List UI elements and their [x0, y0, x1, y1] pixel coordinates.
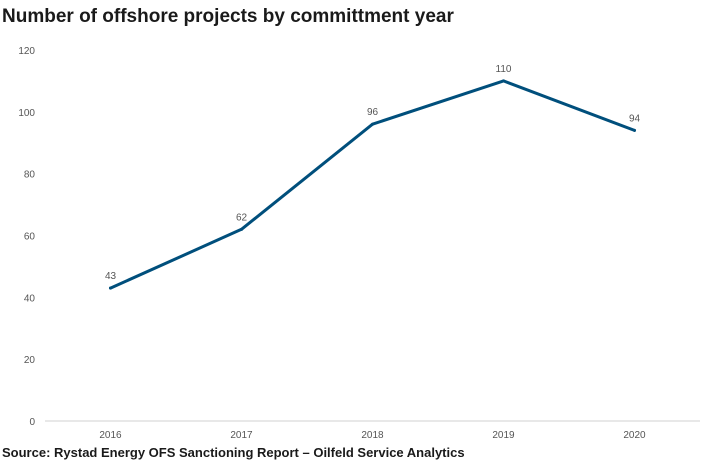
y-tick-label: 40: [24, 293, 36, 304]
y-tick-label: 120: [18, 46, 35, 57]
x-tick-label: 2017: [230, 430, 253, 441]
x-tick-label: 2019: [492, 430, 515, 441]
y-tick-label: 0: [29, 417, 35, 428]
x-tick-label: 2018: [361, 430, 384, 441]
data-label: 96: [367, 107, 379, 118]
data-label: 110: [496, 64, 512, 75]
line-chart: 0 20 40 60 80 100 120 2016 2017 2018 2019 2020 43 6…: [0, 0, 720, 467]
data-point: [109, 287, 112, 290]
y-tick-label: 60: [24, 232, 36, 243]
data-label: 43: [105, 271, 117, 282]
x-tick-label: 2016: [99, 430, 122, 441]
x-tick-label: 2020: [623, 430, 646, 441]
data-point: [633, 129, 636, 132]
y-axis-ticks: 0 20 40 60 80 100 120: [18, 46, 35, 428]
data-label: 94: [629, 113, 641, 124]
data-point: [371, 123, 374, 126]
data-point: [240, 228, 243, 231]
y-tick-label: 100: [18, 108, 35, 119]
source-note: Source: Rystad Energy OFS Sanctioning Re…: [2, 445, 465, 460]
data-label: 62: [236, 212, 248, 223]
y-tick-label: 80: [24, 170, 36, 181]
x-axis-ticks: 2016 2017 2018 2019 2020: [99, 430, 646, 441]
data-point: [502, 79, 505, 82]
y-tick-label: 20: [24, 355, 36, 366]
